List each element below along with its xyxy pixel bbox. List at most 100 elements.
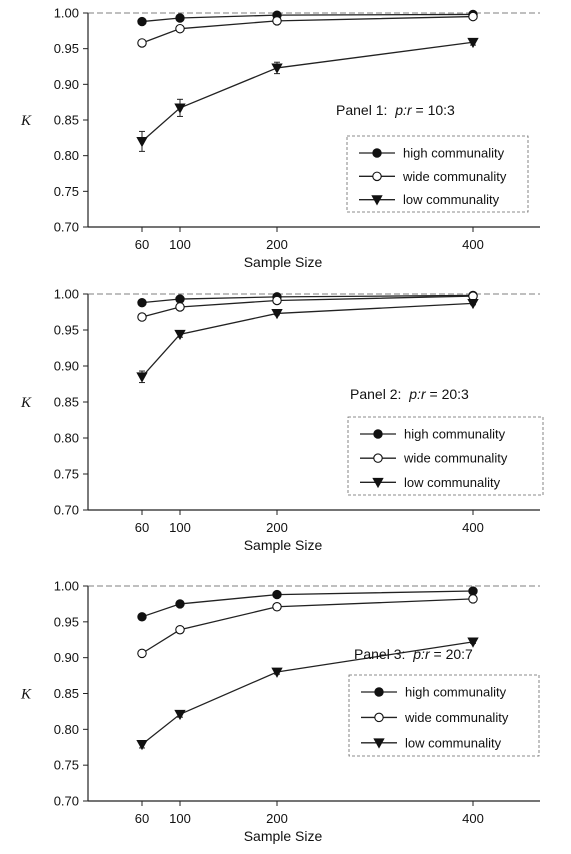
- x-axis-title: Sample Size: [244, 254, 323, 270]
- y-axis-title: K: [20, 687, 32, 703]
- y-tick-label: 0.90: [54, 359, 79, 374]
- data-point: [467, 37, 479, 49]
- x-tick-label: 60: [135, 811, 149, 826]
- legend-marker: [374, 687, 384, 697]
- series-low-communality: [136, 637, 479, 751]
- x-tick-label: 400: [462, 520, 484, 535]
- legend: high communality wide communality low comm…: [348, 674, 540, 757]
- panel-ratio-var: p:r: [408, 386, 427, 402]
- legend-marker: [373, 738, 385, 749]
- y-tick-label: 0.75: [54, 467, 79, 482]
- data-point: [137, 612, 147, 622]
- data-point: [175, 302, 185, 312]
- series-wide-communality: [137, 11, 478, 48]
- panel-ratio-value: = 10:3: [412, 102, 455, 118]
- legend-label: low communality: [405, 735, 502, 750]
- y-tick-label: 0.95: [54, 323, 79, 338]
- x-tick-label: 60: [135, 237, 149, 252]
- x-tick-label: 100: [169, 237, 191, 252]
- data-point: [271, 309, 283, 320]
- y-tick-label: 0.95: [54, 41, 79, 56]
- legend-marker: [373, 453, 383, 463]
- panel-ratio-var: p:r: [394, 102, 413, 118]
- x-tick-label: 200: [266, 811, 288, 826]
- series-low-communality: [136, 37, 479, 152]
- series-wide-communality: [137, 594, 478, 659]
- legend-label: wide communality: [404, 710, 509, 725]
- series-line: [141, 13, 474, 23]
- y-tick-label: 0.75: [54, 184, 79, 199]
- series-line: [141, 641, 474, 745]
- legend: high communality wide communality low comm…: [347, 416, 544, 496]
- series-line: [141, 294, 474, 304]
- y-axis-title: K: [20, 395, 32, 411]
- data-point: [272, 589, 282, 600]
- panel-label: Panel 3: p:r = 20:7: [354, 646, 473, 662]
- series-high-communality: [137, 290, 478, 308]
- y-tick-label: 0.80: [54, 148, 79, 163]
- y-tick-label: 1.00: [54, 579, 79, 594]
- data-point: [175, 599, 185, 609]
- data-point: [271, 63, 283, 74]
- data-point: [468, 11, 478, 22]
- legend-marker: [373, 429, 383, 439]
- series-low-communality: [136, 298, 479, 384]
- y-tick-label: 0.70: [54, 503, 79, 518]
- series-wide-communality: [137, 291, 478, 322]
- x-axis-title: Sample Size: [244, 828, 323, 844]
- data-point: [137, 312, 147, 322]
- y-tick-label: 0.80: [54, 722, 79, 737]
- series-line: [141, 295, 474, 318]
- data-point: [174, 329, 186, 341]
- data-point: [467, 637, 479, 648]
- y-tick-label: 0.70: [54, 220, 79, 235]
- legend-label: high communality: [403, 146, 505, 161]
- panel-ratio-value: = 20:7: [430, 646, 473, 662]
- data-point: [468, 594, 478, 604]
- series-line: [141, 15, 474, 44]
- series-line: [141, 41, 474, 142]
- y-tick-label: 1.00: [54, 287, 79, 302]
- data-point: [136, 372, 148, 383]
- legend-marker: [372, 477, 384, 489]
- chart-panel-3: 0.70 0.75 0.80 0.85 0.90 0.95 1.00 60 100 200 400 S…: [20, 579, 540, 844]
- panel-label: Panel 1: p:r = 10:3: [336, 102, 455, 118]
- legend-marker: [372, 148, 382, 158]
- data-point: [137, 16, 147, 27]
- data-point: [272, 16, 282, 26]
- y-tick-label: 0.75: [54, 758, 79, 773]
- x-axis-title: Sample Size: [244, 537, 323, 553]
- data-point: [136, 136, 148, 148]
- y-axis-title: K: [20, 113, 32, 129]
- x-tick-label: 400: [462, 237, 484, 252]
- x-tick-label: 100: [169, 520, 191, 535]
- data-point: [468, 586, 478, 596]
- x-tick-label: 200: [266, 520, 288, 535]
- panel-ratio-value: = 20:3: [426, 386, 469, 402]
- series-line: [141, 302, 474, 378]
- panel-ratio-var: p:r: [412, 646, 431, 662]
- legend-label: wide communality: [402, 169, 507, 184]
- series-high-communality: [137, 586, 478, 622]
- data-point: [175, 624, 185, 635]
- data-point: [137, 38, 147, 48]
- legend-label: high communality: [404, 427, 506, 442]
- x-tick-label: 60: [135, 520, 149, 535]
- legend-label: low communality: [403, 192, 500, 207]
- data-point: [174, 709, 186, 721]
- legend-label: low communality: [404, 475, 501, 490]
- y-tick-label: 0.80: [54, 431, 79, 446]
- panel-label-prefix: Panel 3:: [354, 646, 409, 662]
- panel-label-prefix: Panel 2:: [350, 386, 405, 402]
- data-point: [136, 739, 148, 751]
- y-tick-label: 0.85: [54, 686, 79, 701]
- chart-panel-2: 0.70 0.75 0.80 0.85 0.90 0.95 1.00 60 100 200 400 S…: [20, 287, 544, 553]
- x-tick-label: 100: [169, 811, 191, 826]
- data-point: [272, 295, 282, 306]
- panel-label: Panel 2: p:r = 20:3: [350, 386, 469, 402]
- data-point: [175, 13, 185, 23]
- y-tick-label: 0.90: [54, 650, 79, 665]
- y-tick-label: 0.85: [54, 395, 79, 410]
- chart-panel-1: 0.70 0.75 0.80 0.85 0.90 0.95 1.00 60 100 200 400 S…: [20, 6, 540, 270]
